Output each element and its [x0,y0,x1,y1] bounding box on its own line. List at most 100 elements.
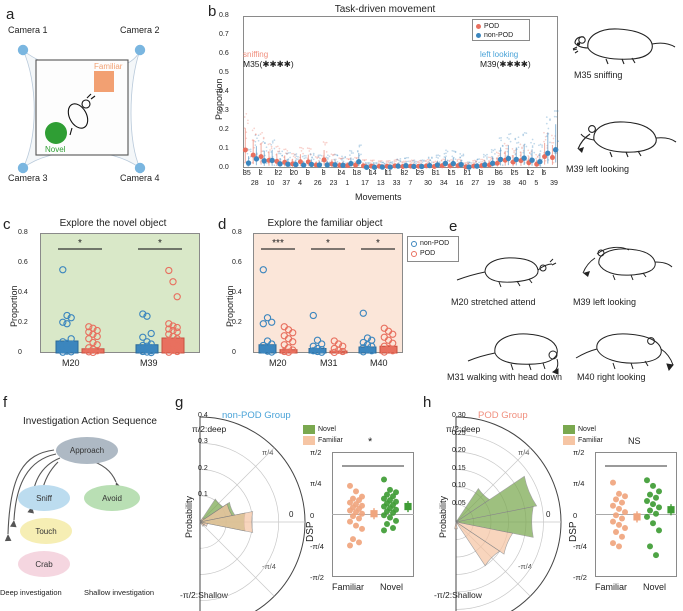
panel-b-xtick-top: 11 [384,170,392,177]
panel_c-ytick: 0 [18,349,22,356]
legend-label-non-pod: non-POD [420,240,450,247]
panel_g_scatter-ytick: -π/2 [310,573,324,582]
panel-e-label-0: M20 stretched attend [451,297,536,307]
novel-swatch-icon [563,425,575,434]
panel_g_polar-rtick: 0.2 [198,464,208,472]
panel-b-xtick-bottom: 4 [298,180,302,187]
annotation-left-name: sniffing [243,50,269,59]
mouse-left-looking-icon-e [582,246,673,281]
panel_d-ytick: 0.2 [232,319,242,326]
panel-c-letter: c [3,216,11,233]
xtick-separator [290,169,292,175]
panel-e-label-1: M39 left looking [573,297,637,307]
panel-b-xtick-bottom: 17 [361,180,369,187]
panel_h_scatter-ytick: π/4 [573,479,585,489]
node-crab[interactable]: Crab [18,551,70,577]
panel_h_polar-rtick: 0.05 [452,499,466,507]
panel_d-ytick: 0 [232,349,236,356]
non-pod-dot-icon [476,33,481,38]
panel-b-xtick-top: 25 [510,170,519,177]
panel-b-xtick-bottom: 26 [313,180,322,187]
panel-b-xtick-top: 12 [526,170,535,177]
panel_g_scatter-ytick: π/4 [310,479,322,489]
panel-e-letter: e [449,218,458,235]
panel-d-xtick-m40: M40 [370,358,388,368]
xtick-separator [510,169,512,175]
novel-swatch-icon [303,425,315,434]
panel-g-legend: Novel Familiar [300,423,368,449]
svg-text:*: * [158,238,162,249]
node-sniff[interactable]: Sniff [18,485,70,511]
panel-b-title: Task-driven movement [334,4,436,15]
mouse-left-looking-icon [577,121,677,158]
illustration-label-m39: M39 left looking [566,164,630,174]
annotation-right-stat: M39(✱✱✱✱) [480,59,531,69]
panel-e-label-3: M40 right looking [577,372,646,382]
panel_g_scatter-ytick: -π/4 [310,541,324,551]
panel-b-xtick-top: 35 [242,170,251,177]
panel-c-title: Explore the novel object [59,218,167,229]
panel_d-ytick: 0.4 [232,289,242,296]
panel-g-polar-upper-label: π/4 [262,448,274,457]
node-touch[interactable]: Touch [20,518,72,544]
panel-g-scatter-ylabel: DSP [305,521,316,542]
panel-b-xtick-bottom: 27 [471,180,480,187]
node-avoid-label: Avoid [102,493,122,503]
legend-item-non-pod: non-POD [411,239,455,248]
panel-h-scatter-ylabel: DSP [568,521,579,542]
panel_c-ytick: 0.8 [18,229,28,236]
legend-item-pod: POD [476,22,526,31]
panel_d-ytick: 0.8 [232,229,242,236]
panel-g-polar-chart [199,416,306,611]
node-approach[interactable]: Approach [56,437,118,464]
panel_h_polar-rtick: 0.15 [452,464,466,472]
panel-h-group-title: POD Group [478,410,528,421]
panel-b-plot-area [243,16,558,168]
panel-e-label-2: M31 walking with head down [447,372,563,382]
panel-f-title: Investigation Action Sequence [23,416,157,427]
mouse-right-looking-icon [575,333,674,372]
panel-d-legend: non-POD POD [407,236,459,262]
panel_g_polar-rtick: 0.3 [198,438,208,446]
panel-b-xtick-bottom: 5 [534,180,539,187]
legend-label-novel: Novel [578,426,596,433]
panel-d-letter: d [218,216,227,233]
panel-g-xtick-familiar: Familiar [332,582,365,592]
panel-b-xtick-bottom: 1 [345,180,350,187]
panel-b-xtick-bottom: 40 [518,180,527,187]
panel-b-ytick: 0.8 [219,12,229,19]
camera-3-label: Camera 3 [8,173,48,183]
panel_c-ytick: 0.4 [18,289,28,296]
legend-item-familiar: Familiar [563,436,625,445]
node-avoid[interactable]: Avoid [84,485,140,511]
panel-h-letter: h [423,394,432,411]
xtick-separator [495,169,496,175]
node-crab-label: Crab [35,559,53,569]
pod-ring-icon [411,250,417,257]
xtick-separator [384,169,386,175]
panel-b-xtick-bottom: 23 [329,180,338,187]
xtick-separator [321,169,323,175]
legend-item-familiar: Familiar [303,436,365,445]
panel_d-ytick: 0.6 [232,259,242,266]
mouse-walking-head-down-icon [467,333,559,375]
panel-d-xtick-m20: M20 [269,358,287,368]
panel-g-significance: * [368,436,373,448]
xtick-separator [369,169,370,175]
legend-label-familiar: Familiar [578,437,603,444]
svg-text:*: * [376,238,380,249]
svg-text:*: * [78,238,82,249]
panel-b-xtick-bottom: 38 [502,180,511,187]
panel-b-xtick-top: 8 [321,170,326,177]
panel-b-ytick: 0.2 [219,126,229,133]
panel-d-title: Explore the familiar object [267,218,383,229]
panel-b-ytick: 0.6 [219,50,229,57]
legend-label-non-pod: non-POD [484,32,514,39]
panel-h-significance: NS [628,436,641,446]
mouse-sniffing-icon [572,28,676,65]
panel-g: g non-POD Group Probability π/2:deep -π/… [172,390,420,611]
xtick-separator [542,169,544,175]
panel-b-xtick-top: 22 [274,170,283,177]
panel_h_polar-rtick: 0.20 [452,447,466,454]
xtick-separator [447,169,449,175]
